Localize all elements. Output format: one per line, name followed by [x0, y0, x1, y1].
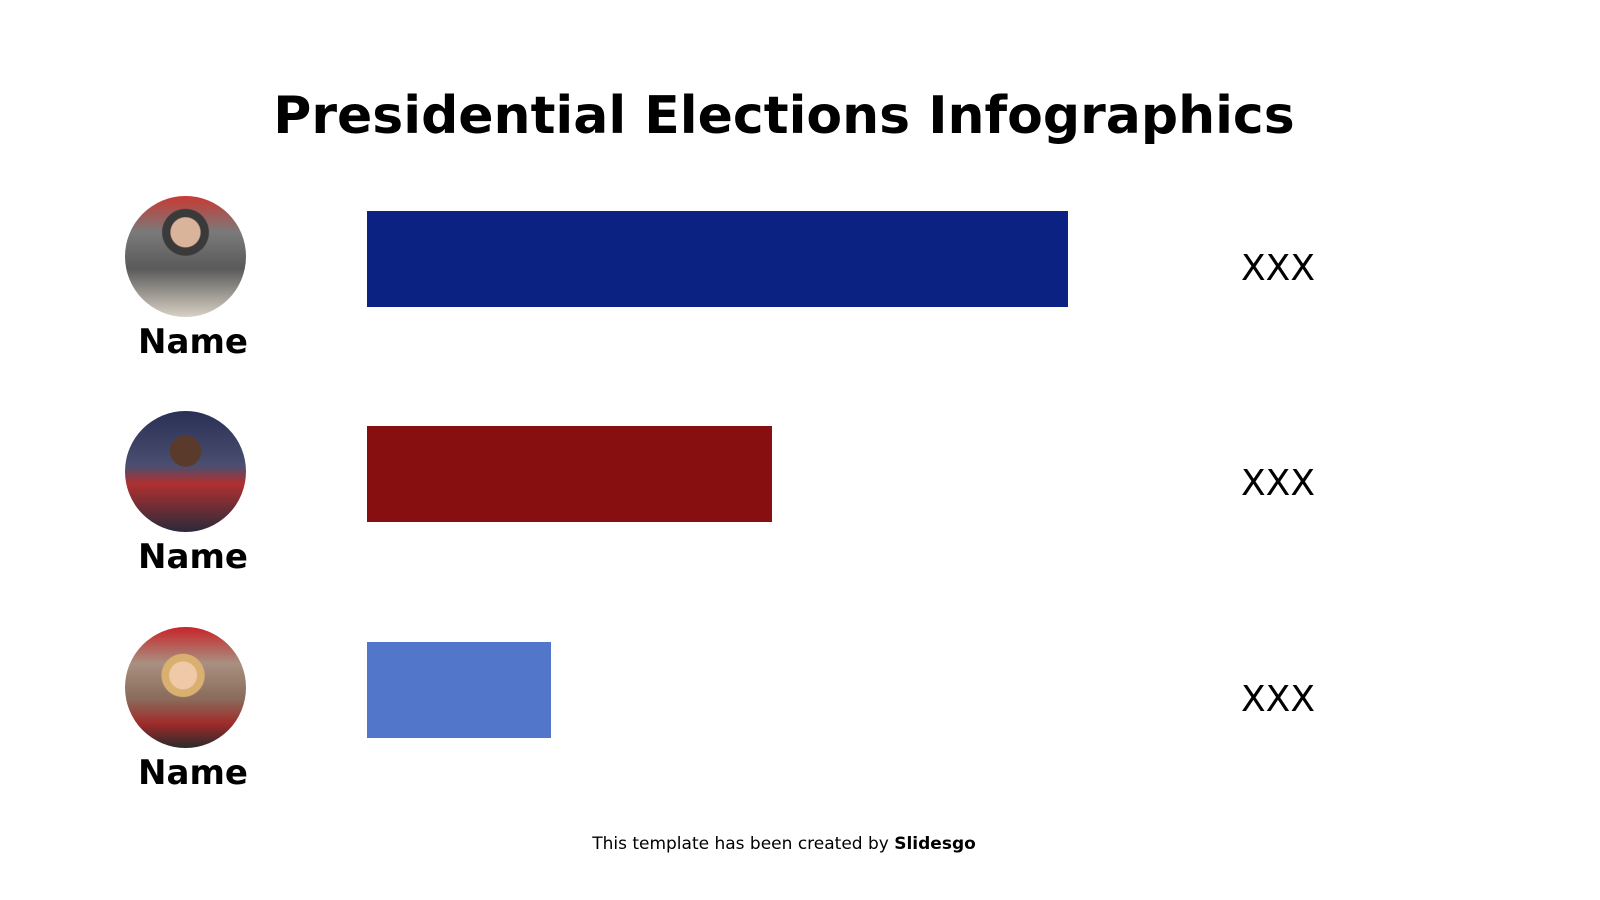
candidate-name: Name	[138, 322, 248, 362]
vote-value: XXX	[1241, 463, 1315, 504]
vote-bar	[367, 426, 772, 522]
brand-link[interactable]: Slidesgo	[894, 834, 976, 854]
footer-credit: This template has been created by Slides…	[0, 834, 1568, 854]
candidate-row: Name XXX	[0, 196, 1600, 396]
candidate-name: Name	[138, 753, 248, 793]
page-title: Presidential Elections Infographics	[273, 86, 1295, 146]
man-red-tie-photo	[125, 196, 246, 317]
woman-red-scarf-photo	[125, 627, 246, 748]
vote-value: XXX	[1241, 679, 1315, 720]
candidate-name: Name	[138, 537, 248, 577]
candidate-row: Name XXX	[0, 627, 1600, 827]
footer-text: This template has been created by	[592, 834, 895, 854]
vote-bar	[367, 642, 551, 738]
candidate-row: Name XXX	[0, 411, 1600, 611]
man-blue-tie-photo	[125, 411, 246, 532]
vote-value: XXX	[1241, 248, 1315, 289]
vote-bar	[367, 211, 1068, 307]
